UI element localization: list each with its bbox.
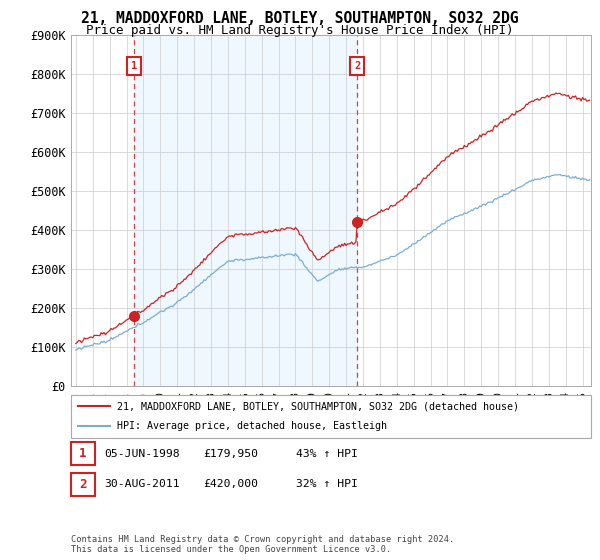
Text: 21, MADDOXFORD LANE, BOTLEY, SOUTHAMPTON, SO32 2DG: 21, MADDOXFORD LANE, BOTLEY, SOUTHAMPTON…	[81, 11, 519, 26]
Text: 30-AUG-2011: 30-AUG-2011	[104, 479, 179, 489]
Bar	[134, 35, 357, 386]
Text: 2: 2	[354, 61, 361, 71]
Text: 43% ↑ HPI: 43% ↑ HPI	[296, 449, 358, 459]
Text: 1: 1	[131, 61, 137, 71]
Text: 32% ↑ HPI: 32% ↑ HPI	[296, 479, 358, 489]
Text: 05-JUN-1998: 05-JUN-1998	[104, 449, 179, 459]
Text: HPI: Average price, detached house, Eastleigh: HPI: Average price, detached house, East…	[117, 421, 387, 431]
Text: 21, MADDOXFORD LANE, BOTLEY, SOUTHAMPTON, SO32 2DG (detached house): 21, MADDOXFORD LANE, BOTLEY, SOUTHAMPTON…	[117, 402, 519, 412]
Text: £420,000: £420,000	[203, 479, 258, 489]
Text: 1: 1	[79, 447, 86, 460]
Text: £179,950: £179,950	[203, 449, 258, 459]
Text: 2: 2	[79, 478, 86, 491]
Text: Price paid vs. HM Land Registry's House Price Index (HPI): Price paid vs. HM Land Registry's House …	[86, 24, 514, 37]
Text: Contains HM Land Registry data © Crown copyright and database right 2024.
This d: Contains HM Land Registry data © Crown c…	[71, 535, 454, 554]
